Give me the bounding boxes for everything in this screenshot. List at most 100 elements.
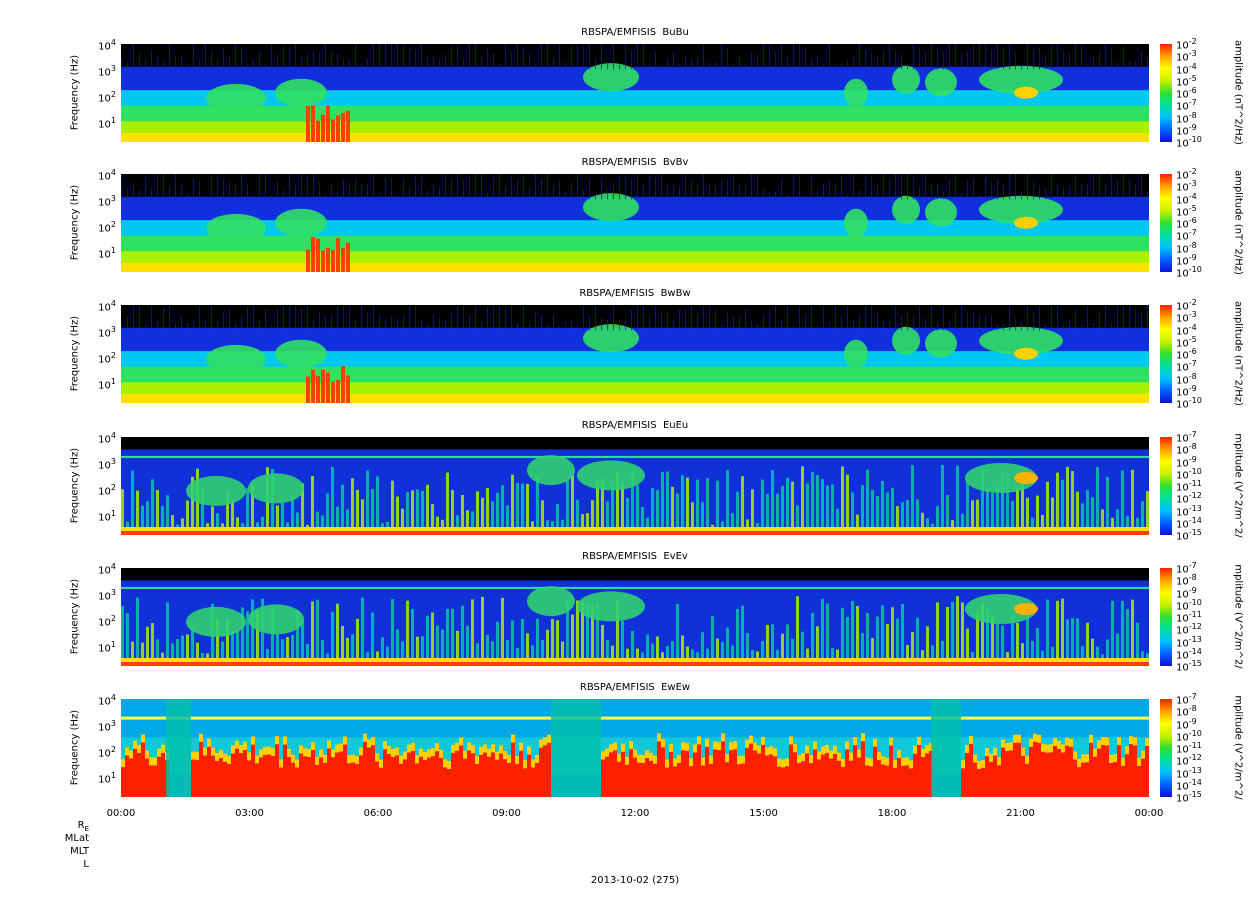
colorbar-tick-3-6: 10-13 <box>1176 503 1202 518</box>
colorbar-label-0: amplitude (nT^2/Hz) <box>1232 40 1244 145</box>
y-tick-label-5-2: 103 <box>98 718 116 734</box>
colorbar-tick-2-0: 10-2 <box>1176 298 1197 313</box>
colorbar-tick-4-8: 10-15 <box>1176 659 1202 674</box>
spectrogram-panel-5 <box>121 699 1149 797</box>
colorbar-tick-3-0: 10-7 <box>1176 430 1197 445</box>
colorbar-tick-1-8: 10-10 <box>1176 265 1202 280</box>
colorbar-1 <box>1160 174 1172 272</box>
y-tick-label-2-2: 103 <box>98 324 116 340</box>
colorbar-tick-5-1: 10-8 <box>1176 704 1197 719</box>
x-tick-label-2: 06:00 <box>363 808 393 819</box>
spectrogram-panel-1 <box>121 174 1149 272</box>
ephemeris-label-l: L <box>83 859 89 870</box>
colorbar-tick-5-8: 10-15 <box>1176 790 1202 805</box>
colorbar-tick-2-5: 10-7 <box>1176 359 1197 374</box>
colorbar-tick-2-7: 10-9 <box>1176 383 1197 399</box>
colorbar-label-3: mplitude (V^2/m^2/ <box>1232 433 1244 538</box>
colorbar-tick-3-1: 10-8 <box>1176 442 1197 457</box>
colorbar-tick-1-1: 10-3 <box>1176 179 1197 194</box>
colorbar-4 <box>1160 568 1172 666</box>
spectrogram-panel-4 <box>121 568 1149 666</box>
panel-title-4: RBSPA/EMFISIS EvEv <box>582 551 688 562</box>
colorbar-tick-0-8: 10-10 <box>1176 135 1202 150</box>
y-tick-label-0-0: 101 <box>98 115 116 131</box>
colorbar-tick-0-3: 10-5 <box>1176 73 1197 89</box>
spectrogram-panel-0 <box>121 44 1149 142</box>
colorbar-tick-5-5: 10-12 <box>1176 753 1202 768</box>
colorbar-tick-0-5: 10-7 <box>1176 98 1197 113</box>
x-tick-label-7: 21:00 <box>1006 808 1035 819</box>
colorbar-tick-3-4: 10-11 <box>1176 479 1202 494</box>
y-tick-label-2-0: 101 <box>98 376 116 392</box>
y-tick-label-4-3: 104 <box>98 562 116 577</box>
y-tick-label-0-1: 102 <box>98 89 116 105</box>
colorbar-tick-1-3: 10-5 <box>1176 203 1197 219</box>
y-tick-label-4-0: 101 <box>98 639 116 655</box>
y-tick-label-5-1: 102 <box>98 744 116 760</box>
x-tick-label-3: 09:00 <box>492 808 521 819</box>
y-tick-label-5-3: 104 <box>98 693 116 708</box>
colorbar-tick-5-7: 10-14 <box>1176 777 1202 793</box>
colorbar-tick-2-3: 10-5 <box>1176 334 1197 350</box>
date-label: 2013-10-02 (275) <box>590 875 680 886</box>
colorbar-tick-0-2: 10-4 <box>1176 61 1197 76</box>
colorbar-tick-5-3: 10-10 <box>1176 728 1202 744</box>
ephemeris-label-mlat: MLat <box>64 833 89 844</box>
y-tick-label-4-1: 102 <box>98 613 116 629</box>
y-tick-label-3-3: 104 <box>98 431 116 446</box>
colorbar-tick-2-8: 10-10 <box>1176 396 1202 411</box>
colorbar-tick-4-3: 10-10 <box>1176 597 1202 613</box>
colorbar-tick-5-4: 10-11 <box>1176 741 1202 756</box>
colorbar-tick-0-1: 10-3 <box>1176 49 1197 64</box>
colorbar-tick-3-5: 10-12 <box>1176 491 1202 506</box>
colorbar-tick-0-0: 10-2 <box>1176 37 1197 52</box>
colorbar-label-1: amplitude (nT^2/Hz) <box>1232 170 1244 275</box>
colorbar-tick-5-0: 10-7 <box>1176 692 1197 707</box>
colorbar-0 <box>1160 44 1172 142</box>
y-tick-label-1-0: 101 <box>98 245 116 261</box>
x-tick-label-8: 00:00 <box>1134 808 1164 819</box>
ephemeris-label-re: RE <box>77 820 89 833</box>
colorbar-tick-0-6: 10-8 <box>1176 110 1197 125</box>
colorbar-tick-2-6: 10-8 <box>1176 371 1197 386</box>
colorbar-tick-4-0: 10-7 <box>1176 561 1197 576</box>
panel-title-0: RBSPA/EMFISIS BuBu <box>581 27 689 38</box>
colorbar-label-4: mplitude (V^2/m^2/ <box>1232 564 1244 669</box>
ephemeris-label-mlt: MLT <box>70 846 89 857</box>
y-tick-label-3-0: 101 <box>98 508 116 524</box>
y-tick-label-1-2: 103 <box>98 193 116 209</box>
y-tick-label-1-1: 102 <box>98 219 116 235</box>
colorbar-tick-3-8: 10-15 <box>1176 528 1202 543</box>
spectrogram-panel-2 <box>121 305 1149 403</box>
colorbar-tick-4-7: 10-14 <box>1176 646 1202 662</box>
colorbar-3 <box>1160 437 1172 535</box>
colorbar-tick-3-3: 10-10 <box>1176 466 1202 482</box>
colorbar-tick-1-5: 10-7 <box>1176 228 1197 243</box>
colorbar-label-5: mplitude (V^2/m^2/ <box>1232 695 1244 800</box>
panel-title-5: RBSPA/EMFISIS EwEw <box>579 682 691 693</box>
colorbar-tick-2-1: 10-3 <box>1176 310 1197 325</box>
colorbar-tick-1-4: 10-6 <box>1176 216 1197 231</box>
y-tick-label-1-3: 104 <box>98 168 116 183</box>
colorbar-tick-5-6: 10-13 <box>1176 765 1202 780</box>
x-tick-label-6: 18:00 <box>877 808 907 819</box>
colorbar-tick-3-7: 10-14 <box>1176 515 1202 531</box>
colorbar-tick-2-2: 10-4 <box>1176 322 1197 337</box>
panel-title-3: RBSPA/EMFISIS EuEu <box>581 420 689 431</box>
spectrogram-panel-3 <box>121 437 1149 535</box>
y-tick-label-2-1: 102 <box>98 350 116 366</box>
colorbar-tick-0-7: 10-9 <box>1176 122 1197 138</box>
y-tick-label-0-2: 103 <box>98 63 116 79</box>
colorbar-tick-4-2: 10-9 <box>1176 585 1197 600</box>
colorbar-2 <box>1160 305 1172 403</box>
colorbar-tick-4-4: 10-11 <box>1176 610 1202 625</box>
panel-title-2: RBSPA/EMFISIS BwBw <box>579 288 691 299</box>
colorbar-tick-4-1: 10-8 <box>1176 573 1197 588</box>
y-tick-label-3-1: 102 <box>98 482 116 498</box>
colorbar-tick-4-6: 10-13 <box>1176 634 1202 649</box>
colorbar-tick-1-7: 10-9 <box>1176 252 1197 268</box>
colorbar-tick-1-2: 10-4 <box>1176 191 1197 206</box>
y-tick-label-5-0: 101 <box>98 770 116 786</box>
colorbar-tick-5-2: 10-9 <box>1176 716 1197 731</box>
panel-title-1: RBSPA/EMFISIS BvBv <box>581 157 689 168</box>
